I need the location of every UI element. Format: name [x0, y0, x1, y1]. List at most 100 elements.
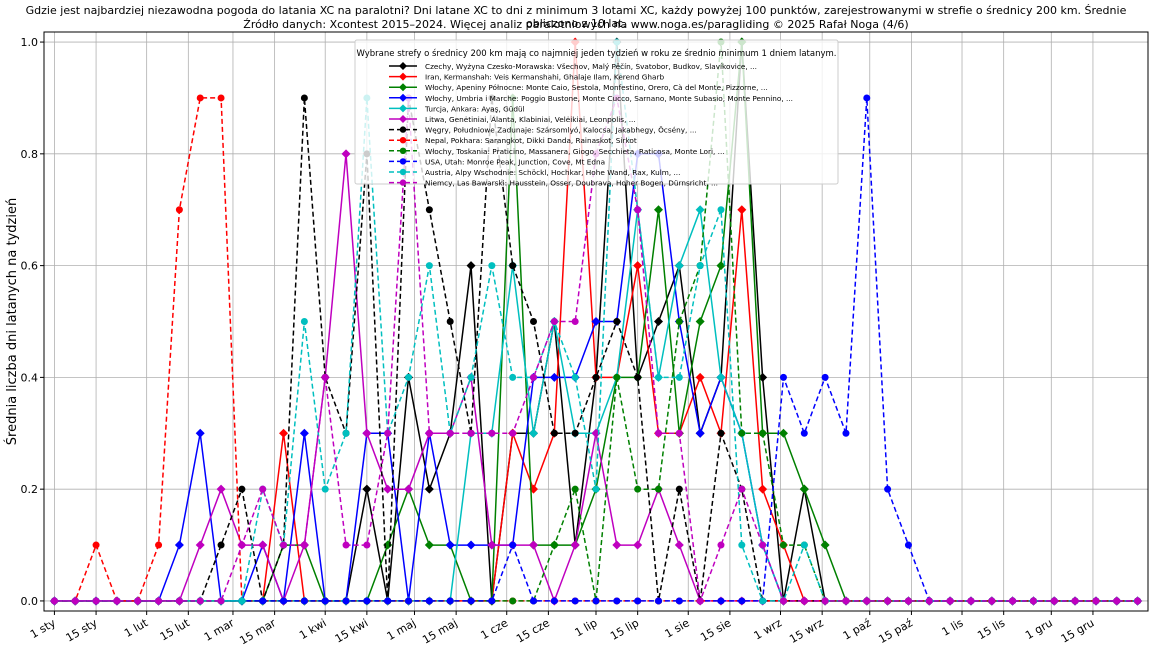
data-point [1029, 597, 1037, 605]
data-point [716, 372, 726, 382]
data-point [633, 261, 643, 271]
data-point [487, 540, 497, 550]
legend-entry: Nepal, Pokhara: Sarangkot, Dikki Danda, … [425, 136, 637, 145]
data-point [779, 373, 787, 381]
x-tick-label: 15 gru [1059, 616, 1097, 645]
data-point [550, 597, 558, 605]
legend-marker [399, 93, 407, 102]
data-point [1092, 597, 1100, 605]
data-point [821, 373, 829, 381]
y-tick-label: 1.0 [21, 36, 39, 49]
data-point [863, 597, 871, 605]
data-point [758, 484, 768, 494]
data-point [384, 597, 392, 605]
data-point [571, 485, 579, 493]
data-point [633, 540, 643, 550]
data-point [1134, 597, 1142, 605]
data-point [904, 597, 912, 605]
data-point [217, 541, 225, 549]
data-point [592, 373, 600, 381]
data-point [175, 206, 183, 214]
data-point [238, 485, 246, 493]
data-point [654, 485, 662, 493]
chart-title: Gdzie jest najbardziej niezawodna pogoda… [25, 4, 1127, 30]
data-point [738, 597, 746, 605]
data-point [717, 206, 725, 214]
legend-entry: Węgry, Południowe Zadunaje: Szársomlyó, … [425, 126, 697, 135]
x-tick-label: 1 maj [385, 616, 418, 643]
x-tick-label: 15 sty [64, 616, 100, 645]
data-point [675, 318, 683, 325]
data-point [1050, 597, 1058, 605]
legend-marker [399, 83, 407, 92]
data-point [884, 485, 892, 493]
x-tick-label: 15 mar [237, 616, 278, 647]
legend-marker [399, 168, 407, 176]
chart-subtitle: Źródło danych: Xcontest 2015–2024. Więce… [243, 18, 909, 31]
x-tick-label: 15 maj [420, 616, 459, 646]
data-point [279, 428, 289, 438]
data-point [509, 373, 517, 381]
data-point [695, 428, 705, 438]
data-point [695, 317, 705, 326]
data-point [571, 373, 579, 381]
data-point [71, 597, 79, 605]
data-point [196, 94, 204, 102]
data-point [634, 485, 642, 493]
legend-marker [399, 115, 407, 123]
data-point [509, 429, 517, 437]
data-point [779, 597, 787, 605]
data-point [738, 429, 746, 437]
y-tick-label: 0.0 [21, 595, 39, 608]
legend-entry: Austria, Alpy Wschodnie: Schöckl, Hochka… [425, 168, 680, 177]
data-point [446, 318, 454, 325]
data-point [384, 429, 392, 437]
legend-marker [399, 179, 407, 186]
data-point [549, 372, 559, 382]
x-tick-label: 15 lis [975, 616, 1007, 642]
data-point [737, 205, 747, 215]
x-tick-label: 1 wrz [752, 616, 784, 642]
x-axis: 1 sty 15 sty 1 lut 15 lut 1 mar 15 mar 1 kwi 15… [28, 611, 1096, 647]
data-point [800, 429, 808, 437]
data-point [216, 484, 226, 494]
x-tick-label: 15 lut [158, 616, 193, 644]
data-point [592, 597, 600, 605]
data-point [695, 205, 705, 215]
data-point [217, 94, 225, 102]
data-point [634, 373, 642, 381]
legend-marker [399, 147, 407, 154]
legend-entry: Włochy, Toskania: Praticino, Massanera, … [425, 147, 725, 156]
data-point [571, 429, 579, 437]
data-point [613, 318, 621, 325]
data-point [446, 429, 454, 437]
x-tick-label: 1 paź [841, 616, 874, 642]
data-point [341, 149, 351, 159]
data-point [925, 597, 933, 605]
y-axis-label: Średnia liczba dni latanych na tydzień [4, 198, 20, 445]
data-point [634, 597, 642, 605]
data-point [696, 597, 704, 605]
data-point [424, 484, 434, 494]
data-point [405, 373, 413, 381]
data-point [759, 541, 767, 549]
data-point [967, 597, 975, 605]
data-point [195, 540, 205, 550]
data-point [591, 317, 601, 326]
legend-marker [399, 137, 407, 144]
data-point [466, 261, 476, 271]
legend-title: Wybrane strefy o średnicy 200 km mają co… [357, 48, 837, 59]
data-point [653, 205, 663, 215]
data-point [653, 317, 663, 326]
legend-entry: USA, Utah: Monroe Peak, Junction, Cove, … [425, 157, 605, 166]
data-point [363, 541, 371, 549]
series-11 [50, 94, 1142, 605]
data-point [571, 318, 579, 325]
x-tick-label: 1 lis [940, 616, 966, 639]
data-point [717, 541, 725, 549]
legend-entry: Niemcy, Las Bawarski: Hausstein, Osser, … [425, 179, 718, 188]
x-tick-label: 1 sie [663, 616, 692, 640]
data-point [634, 206, 642, 214]
data-point [342, 597, 350, 605]
